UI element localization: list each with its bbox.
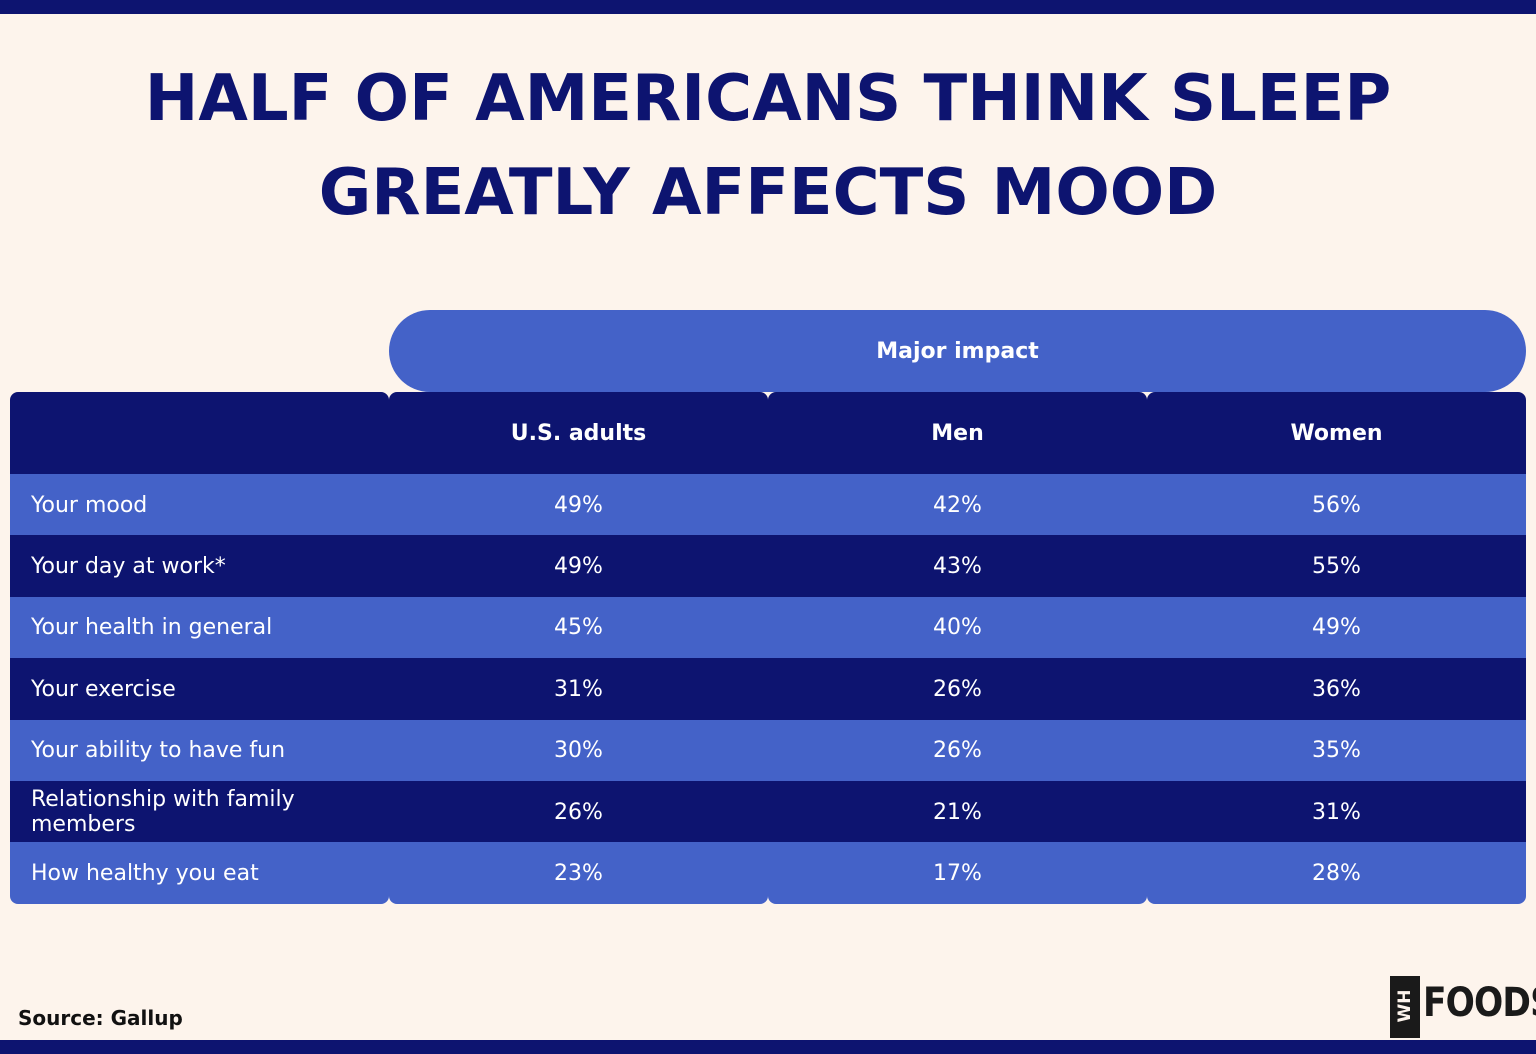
row-label: Your exercise <box>10 658 389 721</box>
column-u-s-adults: U.S. adults 49% 49% 45% 31% 30% 26% 23% <box>389 392 768 904</box>
row-label: Your ability to have fun <box>10 719 389 782</box>
row-label: Your day at work* <box>10 535 389 598</box>
value-cell: 31% <box>389 658 768 721</box>
value-cell: 21% <box>768 781 1147 843</box>
impact-table: Your mood Your day at work* Your health in… <box>10 392 1526 904</box>
title-line-2: GREATLY AFFECTS MOOD <box>318 156 1218 230</box>
value-cell: 31% <box>1147 781 1526 843</box>
column-header: Women <box>1147 392 1526 474</box>
row-label: How healthy you eat <box>10 842 389 904</box>
value-cell: 42% <box>768 474 1147 536</box>
value-cell: 30% <box>389 719 768 782</box>
value-cell: 26% <box>389 781 768 843</box>
row-label: Your health in general <box>10 596 389 659</box>
value-cell: 55% <box>1147 535 1526 598</box>
value-cell: 35% <box>1147 719 1526 782</box>
value-cell: 26% <box>768 658 1147 721</box>
value-cell: 23% <box>389 842 768 904</box>
column-header: U.S. adults <box>389 392 768 474</box>
column-women: Women 56% 55% 49% 36% 35% 31% 28% <box>1147 392 1526 904</box>
value-cell: 17% <box>768 842 1147 904</box>
row-label: Your mood <box>10 474 389 536</box>
logo-mark-text: WH <box>1395 989 1415 1023</box>
whfoods-logo: WH FOODS <box>1390 976 1536 1038</box>
value-cell: 49% <box>389 535 768 598</box>
title-line-1: HALF OF AMERICANS THINK SLEEP <box>144 62 1392 136</box>
value-cell: 49% <box>1147 596 1526 659</box>
column-men: Men 42% 43% 40% 26% 26% 21% 17% <box>768 392 1147 904</box>
major-impact-header: Major impact <box>389 310 1526 392</box>
row-label: Relationship with family members <box>10 781 389 843</box>
value-cell: 26% <box>768 719 1147 782</box>
value-cell: 49% <box>389 474 768 536</box>
bottom-border-bar <box>0 1040 1536 1054</box>
top-border-bar <box>0 0 1536 14</box>
value-cell: 28% <box>1147 842 1526 904</box>
value-cell: 36% <box>1147 658 1526 721</box>
value-cell: 56% <box>1147 474 1526 536</box>
header-cell-empty <box>10 392 389 474</box>
page-title: HALF OF AMERICANS THINK SLEEP GREATLY AF… <box>0 52 1536 240</box>
row-label-column: Your mood Your day at work* Your health in… <box>10 392 389 904</box>
value-cell: 45% <box>389 596 768 659</box>
logo-mark: WH <box>1390 976 1420 1038</box>
source-note: Source: Gallup <box>18 1006 183 1030</box>
logo-text: FOODS <box>1423 980 1536 1026</box>
column-header: Men <box>768 392 1147 474</box>
value-cell: 43% <box>768 535 1147 598</box>
value-cell: 40% <box>768 596 1147 659</box>
